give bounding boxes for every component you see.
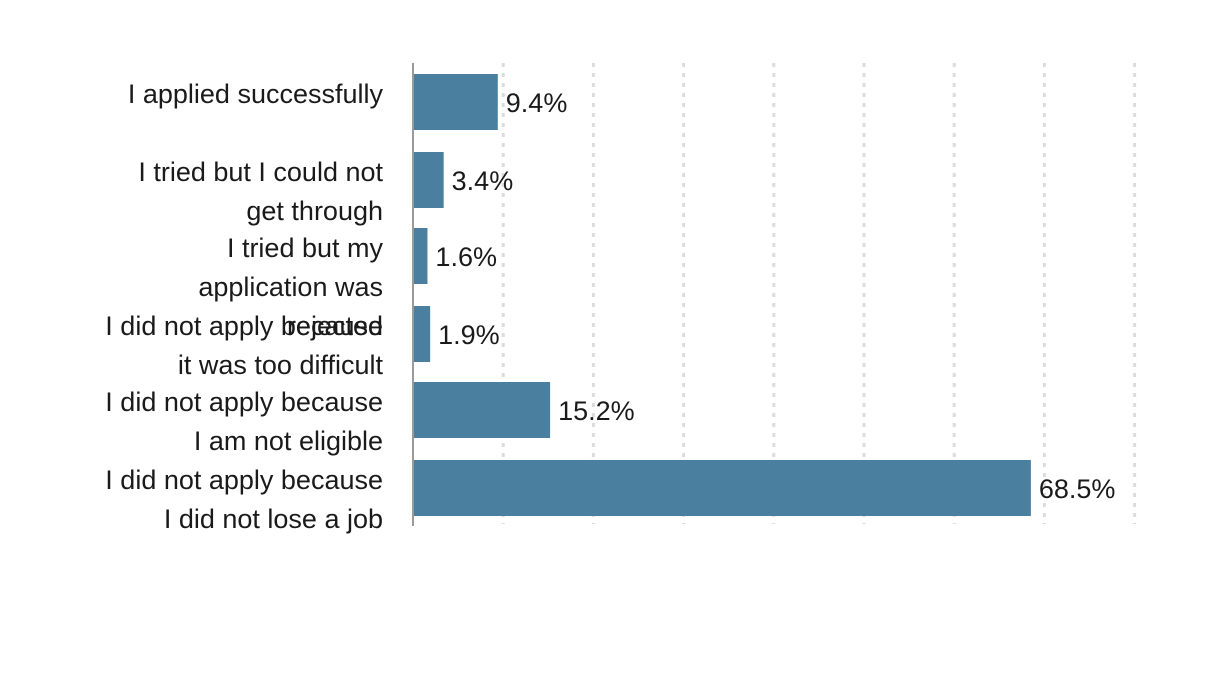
category-label-line: get through bbox=[246, 196, 383, 226]
bars bbox=[413, 74, 1031, 516]
category-label-6: I did not apply because I did not lose a … bbox=[105, 465, 383, 534]
data-label-2: 3.4% bbox=[452, 166, 514, 196]
category-label-3: I tried but my application was rejected bbox=[198, 233, 383, 341]
data-labels: 9.4% 3.4% 1.6% 1.9% 15.2% 68.5% bbox=[435, 88, 1115, 504]
category-label-1: I applied successfully bbox=[128, 79, 384, 109]
bar-3 bbox=[413, 228, 428, 284]
category-label-line: I did not apply because bbox=[105, 311, 383, 341]
category-label-4: I did not apply because it was too diffic… bbox=[105, 311, 383, 380]
data-label-1: 9.4% bbox=[506, 88, 568, 118]
category-label-line: I applied successfully bbox=[128, 79, 384, 109]
bar-4 bbox=[413, 306, 431, 362]
category-label-line: application was bbox=[198, 272, 383, 302]
bar-1 bbox=[413, 74, 498, 130]
gridlines bbox=[501, 63, 1137, 524]
category-label-line: I am not eligible bbox=[194, 426, 383, 456]
data-label-3: 1.6% bbox=[435, 242, 497, 272]
category-label-line: I tried but my bbox=[227, 233, 384, 263]
data-label-6: 68.5% bbox=[1039, 474, 1116, 504]
category-label-line: I did not apply because bbox=[105, 387, 383, 417]
category-labels: I applied successfully I tried but I coul… bbox=[105, 79, 383, 534]
bar-6 bbox=[413, 460, 1031, 516]
category-label-line: I did not apply because bbox=[105, 465, 383, 495]
category-label-line: rejected bbox=[287, 311, 383, 341]
bar-2 bbox=[413, 152, 444, 208]
data-label-4: 1.9% bbox=[438, 320, 500, 350]
data-label-5: 15.2% bbox=[558, 396, 635, 426]
bar-5 bbox=[413, 382, 551, 438]
category-label-line: it was too difficult bbox=[178, 350, 384, 380]
category-label-2: I tried but I could not get through bbox=[138, 157, 383, 226]
category-label-line: I did not lose a job bbox=[164, 504, 383, 534]
category-label-line: I tried but I could not bbox=[138, 157, 383, 187]
category-label-5: I did not apply because I am not eligible bbox=[105, 387, 383, 456]
